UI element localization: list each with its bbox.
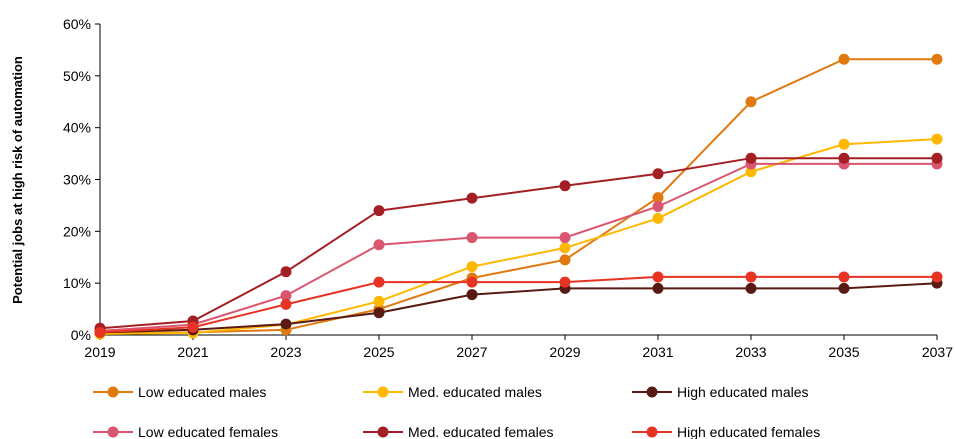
data-point — [931, 271, 943, 283]
legend-label: Low educated males — [138, 384, 266, 400]
y-ticks: 0% 10% 20% 30% 40% 50% 60% — [63, 16, 100, 343]
data-point — [466, 192, 478, 204]
data-point — [931, 133, 943, 145]
legend-marker — [646, 426, 658, 438]
series-line — [99, 162, 937, 332]
y-tick-label: 40% — [63, 120, 91, 136]
data-point — [838, 271, 850, 283]
data-point — [838, 138, 850, 150]
legend-item: High educated males — [632, 384, 809, 400]
legend-marker — [646, 386, 658, 398]
data-point — [373, 295, 385, 307]
data-point — [559, 232, 571, 244]
y-tick-label: 20% — [63, 223, 91, 239]
data-point — [373, 205, 385, 217]
series-1 — [94, 53, 943, 339]
data-point — [652, 271, 664, 283]
legend-label: Med. educated females — [408, 424, 554, 439]
data-point — [280, 298, 292, 310]
x-ticks: 2019 2021 2023 2025 2027 2029 2031 2033 2035 2037 — [84, 335, 953, 360]
data-point — [373, 239, 385, 251]
data-point — [466, 276, 478, 288]
y-axis-label: Potential jobs at high risk of automatio… — [10, 56, 25, 304]
x-tick-label: 2035 — [828, 344, 859, 360]
legend-item: Low educated females — [93, 424, 278, 439]
data-point — [280, 266, 292, 278]
data-point — [466, 289, 478, 301]
data-point — [745, 271, 757, 283]
data-point — [466, 261, 478, 273]
legend-marker — [377, 426, 389, 438]
x-tick-label: 2025 — [363, 344, 394, 360]
data-point — [559, 276, 571, 288]
legend-marker — [107, 426, 119, 438]
data-point — [652, 212, 664, 224]
data-point — [466, 232, 478, 244]
data-point — [745, 282, 757, 294]
x-tick-label: 2037 — [922, 344, 953, 360]
data-point — [838, 282, 850, 294]
y-tick-label: 50% — [63, 68, 91, 84]
x-tick-label: 2021 — [177, 344, 208, 360]
legend-label: High educated males — [677, 384, 809, 400]
x-tick-label: 2033 — [735, 344, 766, 360]
legend-label: High educated females — [677, 424, 820, 439]
data-point — [94, 326, 106, 338]
data-point — [559, 254, 571, 266]
data-point — [745, 166, 757, 178]
legend: Low educated males Med. educated males Hig… — [93, 384, 820, 439]
data-point — [652, 168, 664, 180]
x-tick-label: 2031 — [642, 344, 673, 360]
x-tick-label: 2019 — [84, 344, 115, 360]
x-tick-label: 2023 — [270, 344, 301, 360]
series-6 — [94, 271, 943, 338]
data-point — [838, 152, 850, 164]
legend-item: High educated females — [632, 424, 820, 439]
data-point — [652, 192, 664, 204]
legend-item: Med. educated females — [363, 424, 554, 439]
x-tick-label: 2027 — [456, 344, 487, 360]
data-point — [745, 96, 757, 108]
data-point — [559, 180, 571, 192]
y-tick-label: 30% — [63, 172, 91, 188]
data-point — [280, 290, 292, 302]
series-3 — [94, 277, 943, 338]
legend-label: Low educated females — [138, 424, 278, 439]
series-line — [99, 282, 938, 334]
legend-label: Med. educated males — [408, 384, 542, 400]
series-group — [94, 53, 943, 340]
y-tick-label: 60% — [63, 16, 91, 32]
y-tick-label: 10% — [63, 275, 91, 291]
data-point — [745, 152, 757, 164]
data-point — [373, 307, 385, 319]
data-point — [838, 53, 850, 65]
series-line — [99, 275, 937, 334]
data-point — [652, 200, 664, 212]
data-point — [931, 152, 943, 164]
data-point — [280, 318, 292, 330]
series-5 — [94, 152, 943, 334]
data-point — [652, 282, 664, 294]
data-point — [373, 276, 385, 288]
data-point — [187, 321, 199, 333]
x-tick-label: 2029 — [549, 344, 580, 360]
legend-marker — [377, 386, 389, 398]
series-4 — [94, 158, 943, 337]
data-point — [931, 53, 943, 65]
legend-marker — [107, 386, 119, 398]
series-line — [99, 58, 937, 335]
legend-item: Low educated males — [93, 384, 266, 400]
data-point — [559, 242, 571, 254]
legend-item: Med. educated males — [363, 384, 542, 400]
y-tick-label: 0% — [71, 327, 91, 343]
series-line — [99, 157, 937, 330]
